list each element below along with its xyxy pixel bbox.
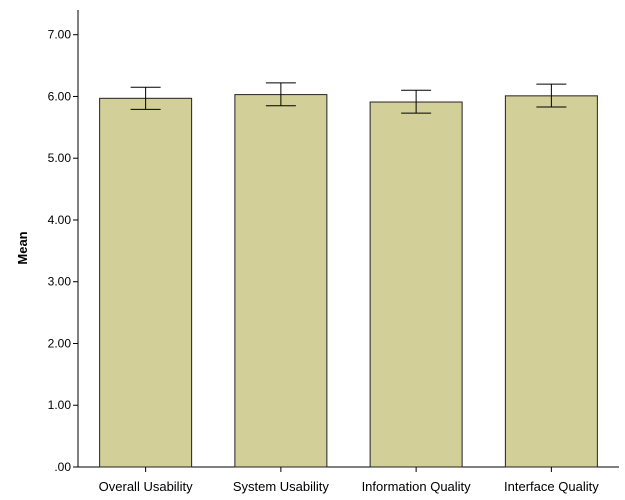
error-bars-group — [130, 82, 567, 114]
bar — [504, 95, 598, 468]
y-tick-label: 3.00 — [48, 275, 72, 289]
y-tick-label: 1.00 — [48, 398, 72, 412]
bar — [234, 94, 328, 468]
y-ticks: .00 1.00 2.00 3.00 4.00 5.00 6.00 7.00 — [48, 28, 78, 474]
y-tick-label: 7.00 — [48, 28, 72, 42]
y-tick-label: .00 — [54, 460, 71, 474]
y-tick-label: 5.00 — [48, 151, 72, 165]
y-axis-title: Mean — [15, 231, 30, 264]
x-tick-label: Interface Quality — [504, 479, 599, 494]
x-tick-labels: Overall Usability System Usability Informa… — [99, 467, 599, 494]
bar — [369, 101, 463, 468]
y-tick-label: 2.00 — [48, 336, 72, 350]
x-tick-label: Information Quality — [362, 479, 472, 494]
y-tick-label: 6.00 — [48, 89, 72, 103]
y-tick-label: 4.00 — [48, 213, 72, 227]
bar — [99, 97, 193, 468]
x-tick-label: Overall Usability — [99, 479, 193, 494]
x-tick-label: System Usability — [233, 479, 330, 494]
bars-group — [99, 94, 598, 468]
